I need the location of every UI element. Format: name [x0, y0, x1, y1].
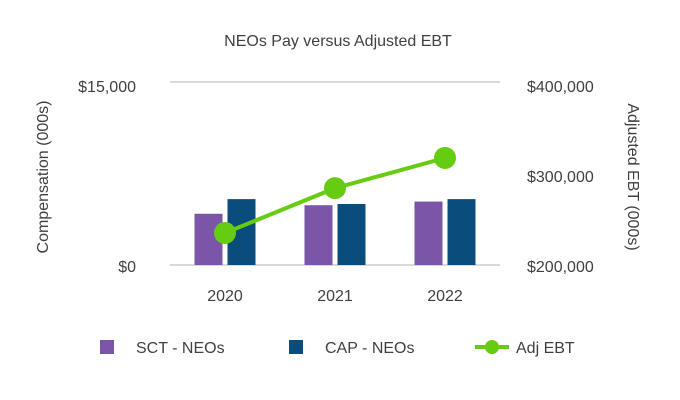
adj-ebt-line — [214, 146, 456, 244]
y-left-tick-min: $0 — [118, 259, 136, 276]
legend-swatch-cap — [289, 340, 303, 354]
x-tick-2021: 2021 — [317, 288, 353, 305]
bar-cap-neos-2021 — [337, 204, 366, 265]
y-left-axis-label: Compensation (000s) — [35, 101, 52, 254]
y-left-tick-max: $15,000 — [78, 79, 136, 96]
legend-label-cap: CAP - NEOs — [325, 340, 415, 357]
x-tick-2020: 2020 — [207, 288, 243, 305]
x-ticks: 2020 2021 2022 — [207, 288, 463, 305]
point-adj-ebt-2020 — [214, 221, 236, 244]
y-right-tick-mid: $300,000 — [527, 169, 594, 186]
y-right-axis-label: Adjusted EBT (000s) — [624, 103, 641, 250]
point-adj-ebt-2022 — [434, 146, 456, 169]
legend-marker-adj-ebt — [485, 340, 499, 354]
point-adj-ebt-2021 — [324, 177, 346, 200]
bar-sct-neos-2021 — [304, 205, 333, 265]
y-right-tick-max: $400,000 — [527, 79, 594, 96]
bar-sct-neos-2022 — [414, 201, 443, 265]
y-right-tick-min: $200,000 — [527, 259, 594, 276]
bar-cap-neos-2022 — [447, 199, 476, 265]
bars — [194, 199, 476, 265]
legend-label-sct: SCT - NEOs — [136, 340, 225, 357]
legend-label-adj-ebt: Adj EBT — [516, 340, 575, 357]
gridlines — [170, 81, 500, 266]
legend: SCT - NEOs CAP - NEOs Adj EBT — [100, 340, 575, 357]
legend-swatch-sct — [100, 340, 114, 354]
x-tick-2022: 2022 — [427, 288, 463, 305]
chart-title: NEOs Pay versus Adjusted EBT — [224, 33, 452, 50]
